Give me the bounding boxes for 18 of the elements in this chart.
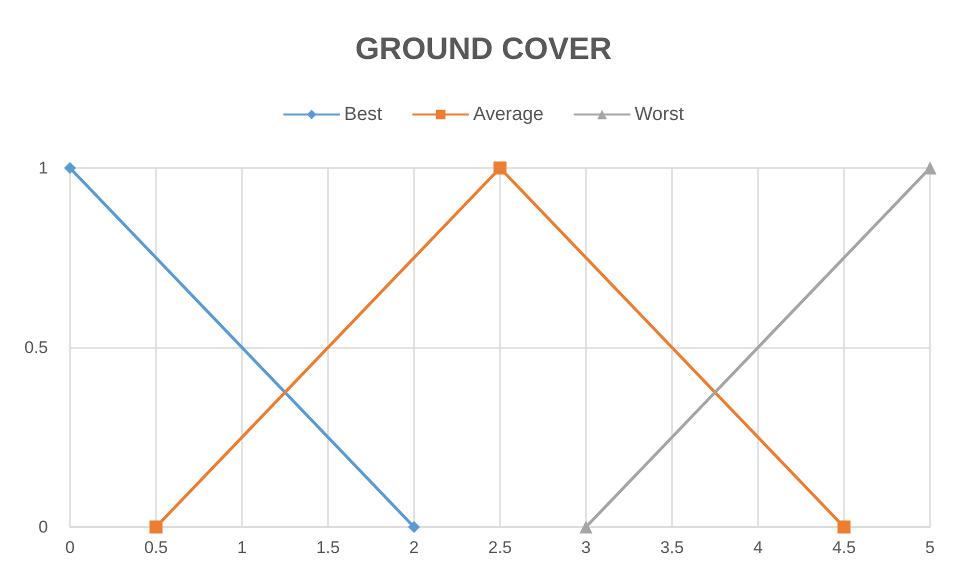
x-tick-label: 5 <box>925 538 935 557</box>
legend-label: Average <box>473 104 544 125</box>
legend-label: Best <box>344 104 383 125</box>
x-tick-label: 3 <box>581 538 591 557</box>
x-tick-label: 0.5 <box>144 538 168 557</box>
chart-title: GROUND COVER <box>355 31 612 66</box>
x-tick-label: 1 <box>237 538 247 557</box>
x-tick-label: 0 <box>65 538 75 557</box>
y-tick-label: 0 <box>38 518 48 536</box>
y-tick-label: 1 <box>38 158 48 178</box>
x-tick-label: 4.5 <box>832 538 856 557</box>
x-tick-label: 1.5 <box>316 538 340 557</box>
x-tick-label: 4 <box>753 538 763 557</box>
x-tick-label: 2.5 <box>488 538 512 557</box>
x-tick-label: 2 <box>409 538 419 557</box>
x-tick-label: 3.5 <box>660 538 684 557</box>
legend-label: Worst <box>634 104 685 125</box>
y-tick-label: 0.5 <box>24 338 48 357</box>
